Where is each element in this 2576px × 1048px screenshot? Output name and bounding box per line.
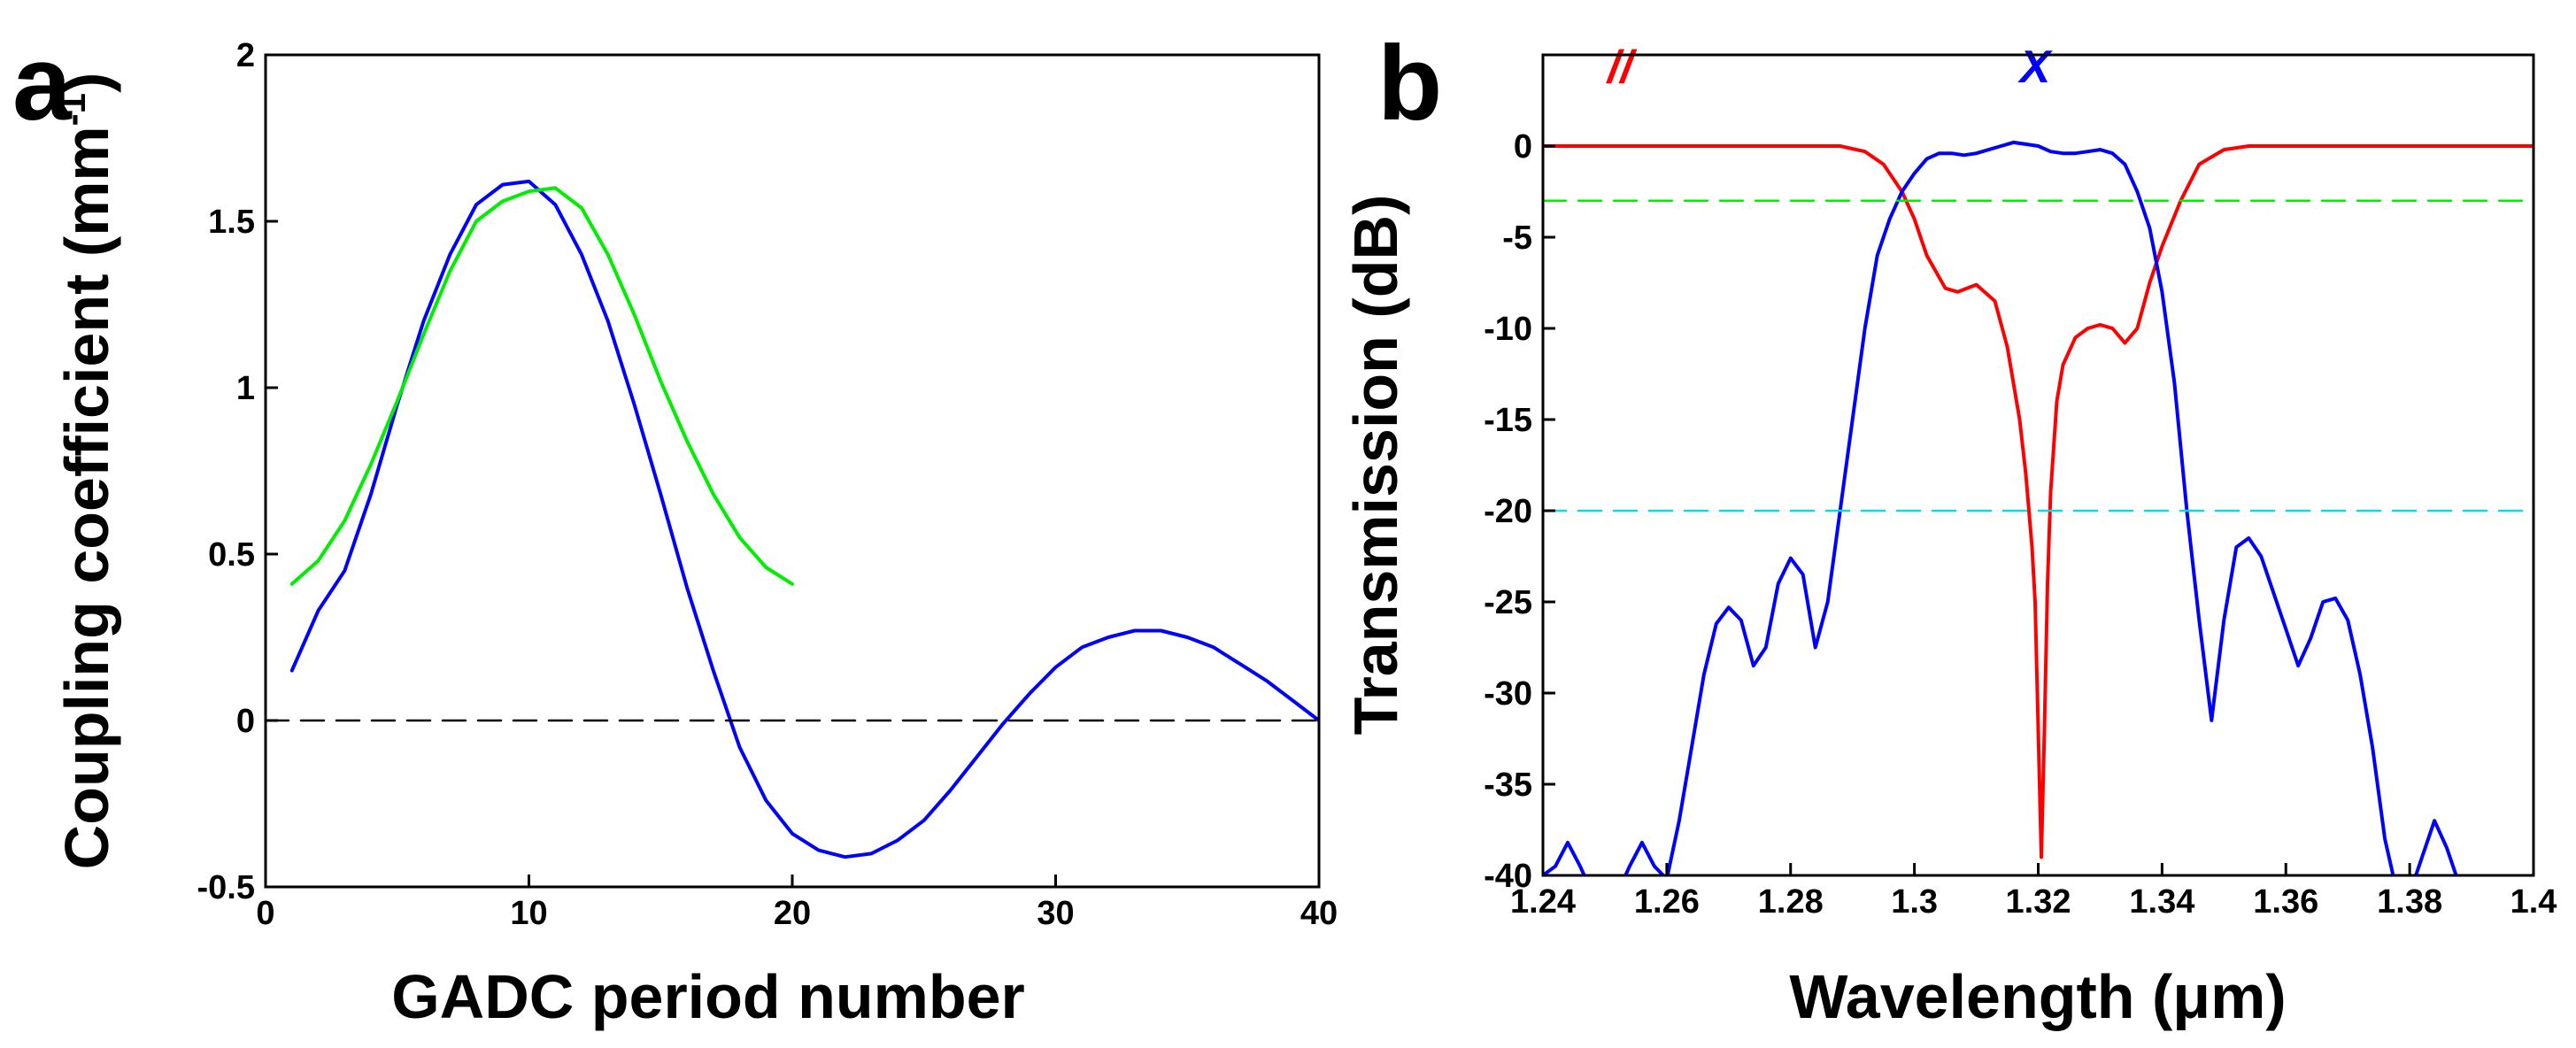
panel-a-x-label: GADC period number — [391, 962, 1025, 1031]
panel-b-y-tick-label: -30 — [1484, 675, 1532, 713]
panel-b-x-tick-label: 1.36 — [2253, 883, 2318, 921]
panel-a-x-tick-label: 0 — [256, 895, 274, 932]
panel-a-y-tick-label: 1.5 — [208, 204, 255, 241]
panel-b-annotations: // X — [1606, 42, 2054, 93]
panel-b-y-label: Transmission (dB) — [1341, 195, 1410, 736]
panel-b-letter: b — [1377, 24, 1442, 143]
panel-b-y-tick-label: -40 — [1484, 858, 1532, 895]
panel-b-x-tick-label: 1.28 — [1758, 883, 1824, 921]
panel-b-series--line — [1543, 144, 2534, 859]
panel-b-x-tick-label: 1.3 — [1891, 883, 1938, 921]
panel-b-x-tick-label: 1.4 — [2510, 883, 2557, 921]
panel-a-y-tick-label: 1 — [236, 370, 255, 407]
panel-a-plot-area — [266, 179, 1319, 859]
panel-a-y-label-end: ) — [52, 73, 121, 93]
panel-a-letter: a — [12, 24, 73, 143]
panel-b-y-tick-label: -15 — [1484, 402, 1532, 439]
panel-b-x-tick-label: 1.32 — [2006, 883, 2071, 921]
panel-a-x-tick-label: 10 — [510, 895, 547, 932]
panel-a-series-green-line — [289, 186, 794, 586]
panel-a-y-tick-label: 0 — [236, 703, 255, 740]
panel-b-y-tick-label: -5 — [1502, 220, 1532, 257]
panel-a-y-label: Coupling coefficient (mm-1) — [51, 73, 121, 870]
panel-a-y-tick-label: 0.5 — [208, 536, 255, 574]
panel-b-frame — [1541, 53, 2535, 877]
panel-a-x-tick-label: 40 — [1300, 895, 1338, 932]
panel-a-y-label-main: Coupling coefficient (mm — [52, 126, 121, 869]
panel-a-y-label-sup: -1 — [51, 93, 93, 126]
panel-a-x-tick-label: 20 — [774, 895, 811, 932]
panel-b-series-X-line — [1543, 140, 2458, 875]
panel-a-x-tick-label: 30 — [1037, 895, 1074, 932]
panel-b-x-label: Wavelength (μm) — [1789, 962, 2286, 1031]
panel-b-series-annotation: // — [1606, 42, 1638, 93]
panel-b-x-tick-label: 1.34 — [2129, 883, 2194, 921]
panel-b-y-tick-label: -25 — [1484, 584, 1532, 621]
panel-a-series-blue-line — [289, 179, 1319, 859]
panel-b-plot-area — [1543, 140, 2534, 875]
panel-a-y-tick-label: -0.5 — [197, 869, 255, 906]
panel-a-ticks: 0 10 20 30 40-0.500.511.52 — [197, 37, 1338, 932]
panel-a: a 0 10 20 30 40-0.500.511.52 GADC period num… — [12, 24, 1338, 1031]
panel-b-x-tick-label: 1.26 — [1634, 883, 1700, 921]
panel-a-frame — [264, 53, 1321, 889]
panel-b-ticks: 1.24 1.26 1.28 1.3 1.32 1.34 1.36 1.38 1.4 0 -5 -10… — [1484, 128, 2557, 921]
panel-a-y-tick-label: 2 — [236, 37, 255, 74]
panel-b-y-tick-label: -20 — [1484, 493, 1532, 530]
panel-b-x-tick-label: 1.38 — [2377, 883, 2442, 921]
panel-b-x-tick-label: 1.24 — [1510, 883, 1576, 921]
panel-b-y-tick-label: -10 — [1484, 311, 1532, 348]
panel-b: b 1.24 1.26 1.28 1.3 1.32 1.34 1.36 1.38 1.4 0 -5 -… — [1341, 24, 2557, 1031]
panel-b-series-annotation: X — [2017, 42, 2054, 93]
panel-b-y-tick-label: 0 — [1514, 128, 1532, 166]
panel-b-y-tick-label: -35 — [1484, 767, 1532, 804]
